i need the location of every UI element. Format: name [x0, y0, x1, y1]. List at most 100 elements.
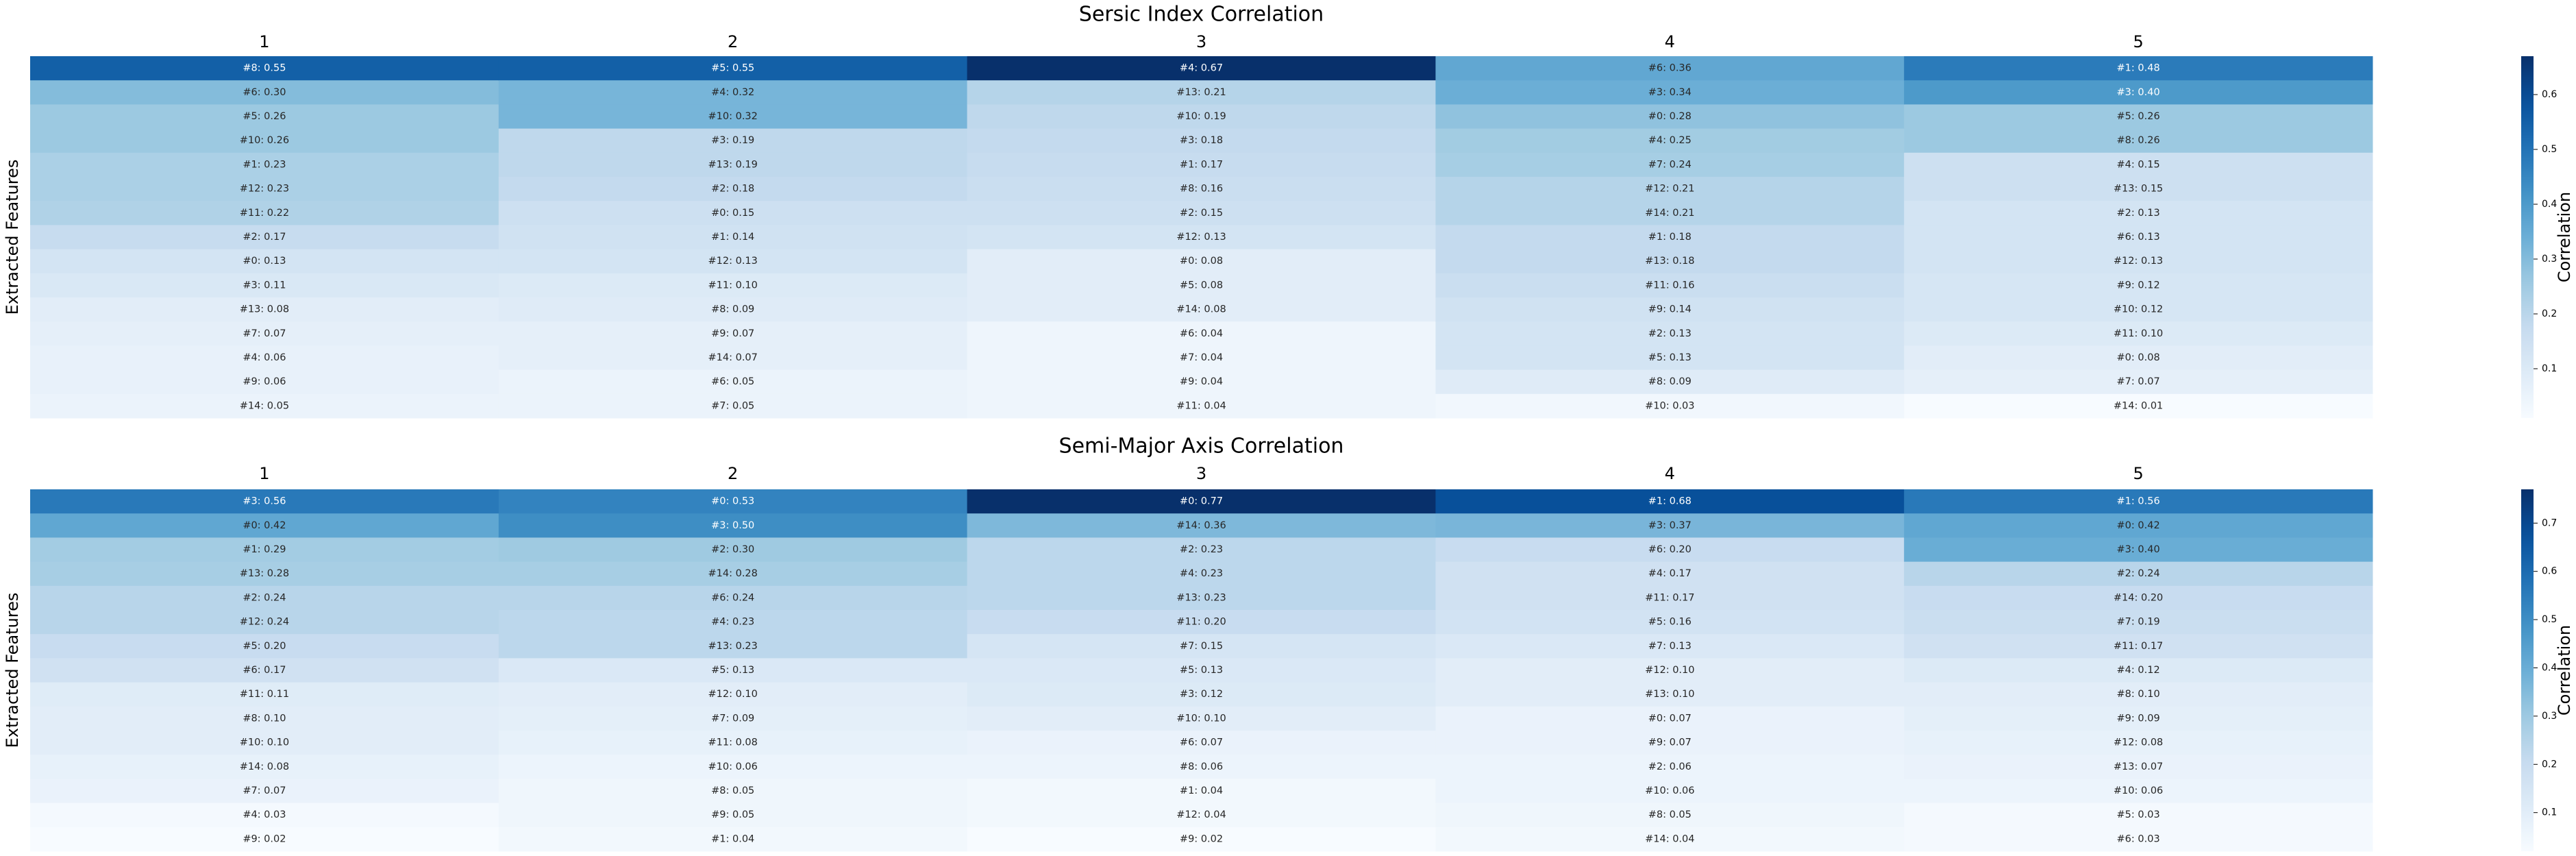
cell-label: #2: 0.30 [711, 544, 754, 555]
heatmap-cell [1435, 225, 1905, 250]
cell-label: #14: 0.01 [2114, 400, 2163, 411]
heatmap-cell [1435, 561, 1905, 587]
cell-label: #3: 0.12 [1180, 689, 1223, 700]
cell-label: #3: 0.18 [1180, 135, 1223, 146]
heatmap-cell [1435, 249, 1905, 274]
cell-label: #9: 0.07 [711, 328, 754, 339]
cell-label: #13: 0.23 [708, 641, 758, 652]
heatmap-cell [1904, 755, 2373, 779]
cell-label: #9: 0.12 [2117, 280, 2160, 291]
heatmap-cell [30, 489, 499, 514]
heatmap-cell [30, 152, 499, 178]
cell-label: #3: 0.37 [1648, 520, 1692, 531]
heatmap-cell [30, 513, 499, 538]
cell-label: #13: 0.18 [1645, 256, 1694, 267]
cell-label: #11: 0.20 [1176, 617, 1226, 628]
heatmap-cell [1904, 658, 2373, 683]
cell-label: #2: 0.23 [1180, 544, 1223, 555]
heatmap-cell [1904, 489, 2373, 514]
cell-label: #7: 0.13 [1648, 641, 1692, 652]
heatmap-cell [1904, 104, 2373, 130]
cell-label: #6: 0.20 [1648, 544, 1692, 555]
cell-label: #5: 0.20 [243, 641, 286, 652]
cell-label: #10: 0.19 [1176, 111, 1226, 122]
cell-label: #6: 0.17 [243, 665, 286, 676]
cell-label: #7: 0.09 [711, 713, 754, 724]
heatmap-panel-1: Sersic Index Correlation 1 2 3 4 5 Extracted F… [3, 3, 2574, 419]
heatmap-cell [30, 273, 499, 298]
heatmap-cell [498, 321, 968, 346]
cell-label: #12: 0.13 [708, 256, 758, 267]
cell-label: #6: 0.24 [711, 592, 754, 603]
cell-label: #14: 0.28 [708, 568, 758, 579]
cell-label: #0: 0.42 [2117, 520, 2160, 531]
heatmap-cell [498, 561, 968, 587]
heatmap-cell [967, 585, 1436, 611]
cell-label: #5: 0.13 [1180, 665, 1223, 676]
heatmap-cell [498, 345, 968, 371]
heatmap-cell [1904, 610, 2373, 635]
colorbar-tick-label: 0.6 [2542, 566, 2557, 577]
heatmap-cell [1904, 393, 2373, 419]
heatmap-cell [498, 610, 968, 635]
heatmap-cell [967, 706, 1436, 731]
heatmap-cell [30, 827, 499, 852]
heatmap-cell [30, 610, 499, 635]
heatmap-cell [1435, 803, 1905, 828]
cell-label: #4: 0.06 [243, 352, 286, 363]
cell-label: #8: 0.10 [2117, 689, 2160, 700]
heatmap-cell [498, 297, 968, 322]
heatmap-cell [967, 177, 1436, 201]
heatmap-cell [498, 128, 968, 154]
heatmap-cell [498, 273, 968, 298]
cell-label: #4: 0.25 [1648, 135, 1692, 146]
cell-label: #13: 0.10 [1645, 689, 1694, 700]
heatmap-cell [967, 610, 1436, 635]
cell-label: #12: 0.08 [2114, 737, 2163, 748]
heatmap-cell [1904, 585, 2373, 611]
heatmap-cell [30, 755, 499, 779]
cell-label: #4: 0.23 [711, 617, 754, 628]
colorbar-tick-label: 0.1 [2542, 363, 2557, 374]
cell-label: #5: 0.16 [1648, 617, 1692, 628]
cell-label: #3: 0.34 [1648, 87, 1692, 98]
heatmap-cell [1904, 803, 2373, 828]
column-label: 3 [1196, 464, 1206, 483]
cell-label: #1: 0.29 [243, 544, 286, 555]
heatmap-cell [1435, 177, 1905, 201]
column-label: 5 [2133, 32, 2143, 51]
heatmap-cell [498, 201, 968, 225]
cell-label: #7: 0.07 [243, 785, 286, 796]
heatmap-cell [498, 827, 968, 852]
cell-label: #5: 0.26 [2117, 111, 2160, 122]
heatmap-cell [30, 393, 499, 419]
cell-label: #9: 0.09 [2117, 713, 2160, 724]
heatmap-cell [1904, 779, 2373, 804]
cell-label: #2: 0.15 [1180, 208, 1223, 219]
heatmap-cell [30, 345, 499, 371]
heatmap-cell [1904, 321, 2373, 346]
heatmap-cell [498, 513, 968, 538]
cell-label: #10: 0.12 [2114, 304, 2163, 315]
cell-label: #10: 0.06 [708, 761, 758, 772]
heatmap-cell [498, 682, 968, 707]
heatmap-cell [1435, 513, 1905, 538]
cell-label: #10: 0.06 [1645, 785, 1694, 796]
cell-label: #13: 0.28 [240, 568, 289, 579]
colorbar [2521, 489, 2534, 851]
heatmap-cell [30, 779, 499, 804]
cell-label: #5: 0.03 [2117, 809, 2160, 820]
cell-label: #6: 0.30 [243, 87, 286, 98]
cell-label: #1: 0.17 [1180, 159, 1223, 170]
heatmap-cell [1435, 201, 1905, 225]
heatmap-cell [498, 731, 968, 755]
heatmap-cell [1435, 585, 1905, 611]
cell-label: #14: 0.08 [240, 761, 289, 772]
cell-label: #6: 0.04 [1180, 328, 1223, 339]
cell-label: #14: 0.07 [708, 352, 758, 363]
heatmap-cell [498, 489, 968, 514]
cell-label: #8: 0.09 [711, 304, 754, 315]
heatmap-cell [498, 249, 968, 274]
heatmap-cell [1904, 827, 2373, 852]
colorbar-tick-label: 0.3 [2542, 711, 2557, 722]
